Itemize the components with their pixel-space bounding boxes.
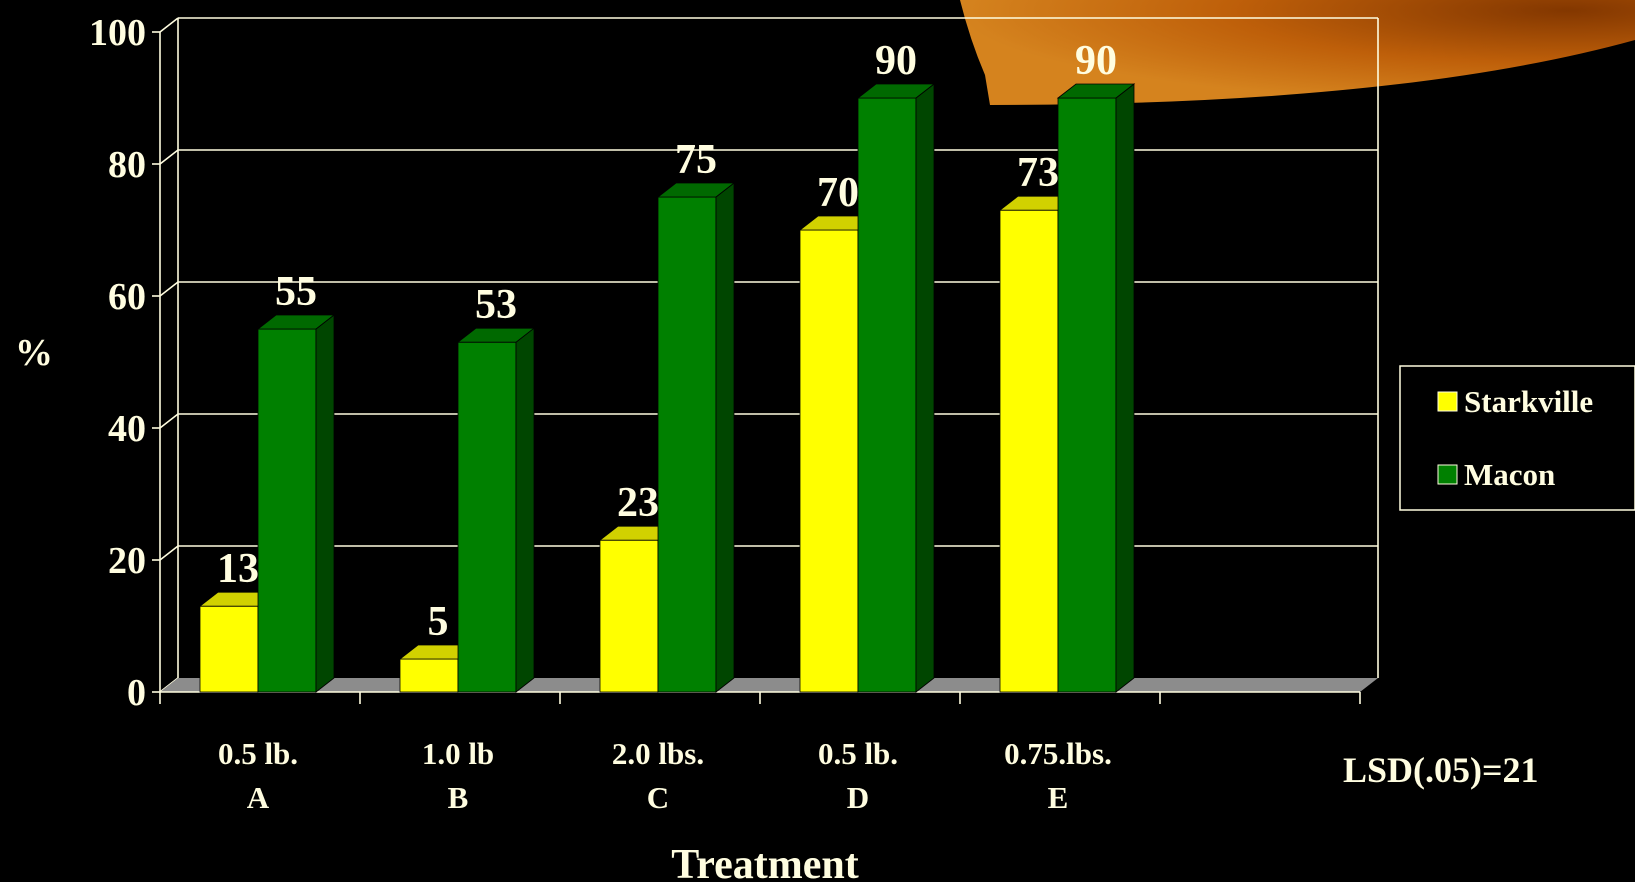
y-tick-label: 40 [108, 408, 146, 450]
x-category-label: 0.5 lb. [218, 736, 298, 771]
data-label-macon-c: 75 [675, 137, 717, 183]
y-axis-title: % [15, 332, 53, 374]
legend-label-macon: Macon [1464, 457, 1555, 492]
x-category-label: 2.0 lbs. [612, 736, 704, 771]
data-label-starkville-a: 13 [217, 546, 259, 592]
bar-front [257, 328, 317, 693]
gridline-depth [159, 413, 179, 429]
y-axis-ticks: 0 20 40 60 80 100 [89, 12, 160, 714]
bar-front [857, 97, 917, 693]
bar-side [315, 314, 335, 693]
bar-side [715, 182, 735, 693]
y-tick-label: 80 [108, 144, 146, 186]
bar-top [1056, 83, 1136, 99]
x-category-letter: E [1048, 780, 1069, 815]
legend-label-starkville: Starkville [1464, 384, 1593, 419]
x-axis-title: Treatment [671, 842, 858, 882]
bar-front [1057, 97, 1117, 693]
data-label-starkville-c: 23 [617, 480, 659, 526]
y-tick-label: 60 [108, 276, 146, 318]
legend-box [1399, 365, 1635, 511]
data-label-macon-b: 53 [475, 282, 517, 328]
bar-macon-a [256, 314, 336, 693]
gridline-depth [159, 17, 179, 33]
x-category-letter: C [647, 780, 669, 815]
bar-top [656, 182, 736, 198]
legend-swatch-starkville [1437, 391, 1458, 412]
data-label-starkville-e: 73 [1017, 150, 1059, 196]
data-label-macon-e: 90 [1075, 38, 1117, 84]
x-category-letter: A [247, 780, 270, 815]
bar-top [256, 314, 336, 330]
bar-macon-d [856, 83, 936, 693]
x-category-letter: B [448, 780, 469, 815]
bar-front [399, 658, 459, 693]
decorative-swoosh [960, 0, 1635, 105]
x-category-label: 0.5 lb. [818, 736, 898, 771]
y-tick-label: 0 [127, 672, 146, 714]
bar-macon-e [1056, 83, 1136, 693]
bar-front [199, 605, 259, 693]
bar-front [599, 539, 659, 693]
gridlines [159, 17, 1378, 693]
data-label-starkville-b: 5 [428, 599, 449, 645]
data-label-macon-a: 55 [275, 269, 317, 315]
bar-top [456, 327, 536, 343]
data-label-macon-d: 90 [875, 38, 917, 84]
bars [198, 83, 1136, 693]
gridline-depth [159, 281, 179, 297]
chart-floor [160, 678, 1378, 692]
data-label-starkville-d: 70 [817, 170, 859, 216]
bar-front [657, 196, 717, 693]
legend: Starkville Macon [1399, 365, 1635, 511]
bar-side [915, 83, 935, 693]
x-category-label: 1.0 lb [422, 736, 494, 771]
gridline-depth [159, 545, 179, 561]
bar-macon-b [456, 327, 536, 693]
bar-side [515, 327, 535, 693]
bar-front [457, 341, 517, 693]
lsd-annotation: LSD(.05)=21 [1343, 750, 1539, 790]
x-category-letter: D [847, 780, 869, 815]
x-category-label: 0.75.lbs. [1004, 736, 1112, 771]
plot-frame [159, 18, 1379, 693]
y-tick-label: 20 [108, 540, 146, 582]
gridline-depth [159, 149, 179, 165]
bar-macon-c [656, 182, 736, 693]
bar-side [1115, 83, 1135, 693]
y-tick-label: 100 [89, 12, 146, 54]
legend-swatch-macon [1437, 464, 1458, 485]
x-axis-categories: 0.5 lb. A 1.0 lb B 2.0 lbs. C 0.5 lb. D 0.75.lbs… [159, 692, 1361, 815]
bar-top [856, 83, 936, 99]
bar-front [999, 209, 1059, 693]
bar-front [799, 229, 859, 693]
